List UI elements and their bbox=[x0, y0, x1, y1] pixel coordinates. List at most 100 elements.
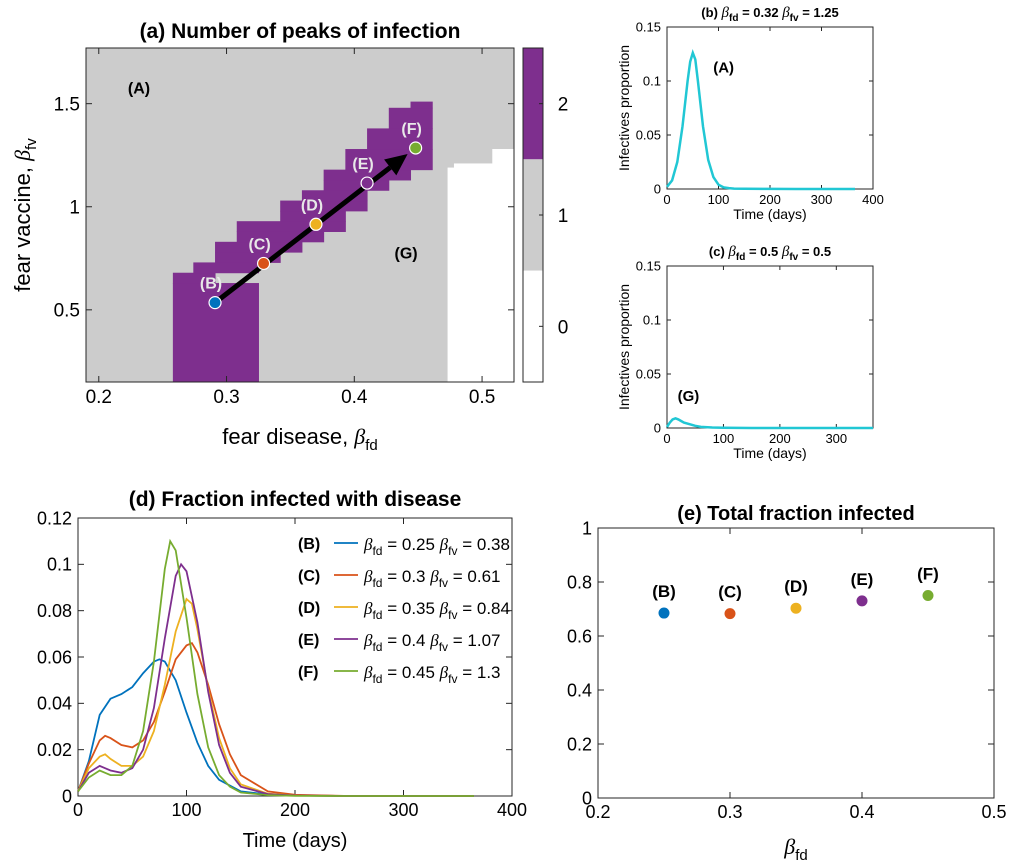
point-label: (C) bbox=[248, 236, 270, 253]
y-tick-label: 0.6 bbox=[567, 626, 592, 646]
x-axis-label: Time (days) bbox=[733, 445, 806, 461]
y-tick-label: 0.4 bbox=[567, 680, 592, 700]
y-label-text: fear vaccine, bbox=[10, 161, 35, 292]
y-tick-label: 0.1 bbox=[47, 555, 72, 575]
y-tick-label: 0.08 bbox=[37, 601, 72, 621]
panel-e: 0.2 0.3 0.4 0.500.20.40.60.81(B) (C) (D) (E) (F… bbox=[567, 503, 1007, 864]
infectives-line bbox=[666, 49, 855, 191]
y-tick-label: 0.04 bbox=[37, 694, 72, 714]
legend-label: (F) bbox=[298, 664, 318, 681]
legend-subscript: fd bbox=[372, 672, 382, 686]
y-tick-label: 1 bbox=[69, 197, 80, 218]
title-prefix: (c) bbox=[709, 244, 729, 259]
parameter-point bbox=[208, 296, 222, 310]
legend-symbol: β bbox=[363, 663, 373, 682]
title-symbol: β bbox=[781, 244, 790, 260]
y-axis-label: fear vaccine, βfv bbox=[10, 138, 40, 292]
x-tick-label: 0 bbox=[73, 800, 83, 820]
heatmap-cell-two-peaks bbox=[236, 221, 346, 232]
scatter-point bbox=[921, 589, 935, 602]
legend-symbol: β bbox=[363, 535, 373, 554]
x-tick-label: 200 bbox=[769, 431, 791, 446]
x-axis-label: Time (days) bbox=[243, 830, 348, 852]
y-tick-label: 1.5 bbox=[54, 94, 80, 115]
scatter-point bbox=[657, 606, 671, 620]
axes-box bbox=[85, 47, 515, 383]
y-label-subscript: fv bbox=[23, 138, 40, 150]
legend-entry: βfd = 0.25 βfv = 0.38 bbox=[363, 535, 510, 558]
x-axis-label: βfd bbox=[783, 834, 807, 864]
scatter-point bbox=[723, 607, 737, 621]
legend-value: = 0.61 bbox=[448, 567, 500, 586]
legend-subscript: fv bbox=[439, 640, 448, 654]
trajectory-arrow-head bbox=[384, 153, 408, 176]
legend-symbol: β bbox=[429, 631, 439, 650]
title-prefix: (b) bbox=[701, 5, 721, 20]
infectives-line bbox=[665, 416, 873, 430]
point-label: (F) bbox=[401, 121, 421, 138]
heatmap-cell-two-peaks bbox=[410, 101, 433, 109]
chart-title: (e) Total fraction infected bbox=[677, 503, 914, 525]
heatmap-cell-two-peaks bbox=[280, 210, 346, 222]
title-subscript: fv bbox=[789, 252, 798, 263]
x-label-symbol: β bbox=[783, 834, 795, 859]
title-subscript: fd bbox=[729, 13, 738, 24]
colorbar-one bbox=[523, 159, 543, 271]
legend-entry: βfd = 0.45 βfv = 1.3 bbox=[363, 663, 501, 686]
title-symbol: β bbox=[727, 244, 736, 260]
x-tick-label: 0.3 bbox=[213, 387, 239, 408]
legend-subscript: fd bbox=[372, 544, 382, 558]
legend-label: (B) bbox=[298, 536, 320, 553]
heatmap-cell-two-peaks bbox=[388, 107, 433, 129]
legend-symbol: β bbox=[363, 631, 373, 650]
x-tick-label: 0.5 bbox=[469, 387, 495, 408]
y-tick-label: 0.05 bbox=[636, 128, 661, 143]
point-label: (E) bbox=[352, 156, 373, 173]
y-tick-label: 0.05 bbox=[636, 367, 661, 382]
y-tick-label: 0.2 bbox=[567, 734, 592, 754]
x-tick-label: 200 bbox=[280, 800, 310, 820]
legend-subscript: fv bbox=[439, 576, 448, 590]
legend-value: = 0.25 bbox=[382, 535, 439, 554]
panel-b: 0 100 200 300 400 0 0.05 0.1 0.15 (b) βfd = 0.32 … bbox=[616, 5, 884, 222]
y-tick-label: 0.5 bbox=[54, 300, 80, 321]
point-label: (D) bbox=[784, 577, 808, 596]
panel-c: 0 100 200 300 0 0.05 0.1 0.15 (c) βfd = 0.5 βfv … bbox=[616, 244, 874, 461]
title-subscript: fd bbox=[736, 252, 745, 263]
point-label: (B) bbox=[652, 582, 676, 601]
parameter-point bbox=[409, 141, 423, 155]
x-tick-label: 0 bbox=[663, 431, 670, 446]
y-tick-label: 0 bbox=[62, 786, 72, 806]
legend-label: (D) bbox=[298, 600, 320, 617]
x-tick-label: 100 bbox=[708, 192, 730, 207]
legend-subscript: fd bbox=[372, 640, 382, 654]
x-label-text: fear disease, bbox=[222, 424, 354, 449]
panel-d: 0 100 200 300 400 0 0.02 0.04 0.06 0.08 0.1 0.12 (d)… bbox=[37, 488, 527, 852]
colorbar-label: 1 bbox=[558, 206, 569, 227]
x-label-subscript: fd bbox=[795, 847, 808, 864]
region-label: (A) bbox=[128, 81, 150, 98]
legend-value: = 0.38 bbox=[457, 535, 509, 554]
x-tick-label: 300 bbox=[825, 431, 847, 446]
y-tick-label: 0.02 bbox=[37, 740, 72, 760]
axes-box bbox=[666, 26, 874, 190]
title-subscript: fv bbox=[790, 13, 799, 24]
legend-value: = 0.35 bbox=[382, 599, 439, 618]
legend-label: (E) bbox=[298, 632, 319, 649]
legend-value: = 0.3 bbox=[382, 567, 430, 586]
region-label: (G) bbox=[395, 246, 418, 263]
title-value: = 0.32 bbox=[738, 5, 782, 20]
legend-label: (C) bbox=[298, 568, 320, 585]
legend-symbol: β bbox=[439, 535, 449, 554]
x-tick-label: 0.4 bbox=[849, 802, 874, 822]
y-label-symbol: β bbox=[10, 150, 35, 162]
scatter-point bbox=[789, 601, 803, 615]
y-tick-label: 0.15 bbox=[636, 20, 661, 35]
legend-value: = 0.84 bbox=[457, 599, 509, 618]
heatmap-cell-two-peaks bbox=[215, 252, 281, 263]
x-tick-label: 200 bbox=[759, 192, 781, 207]
legend-subscript: fd bbox=[372, 576, 382, 590]
y-tick-label: 0.8 bbox=[567, 572, 592, 592]
x-tick-label: 0.4 bbox=[341, 387, 368, 408]
